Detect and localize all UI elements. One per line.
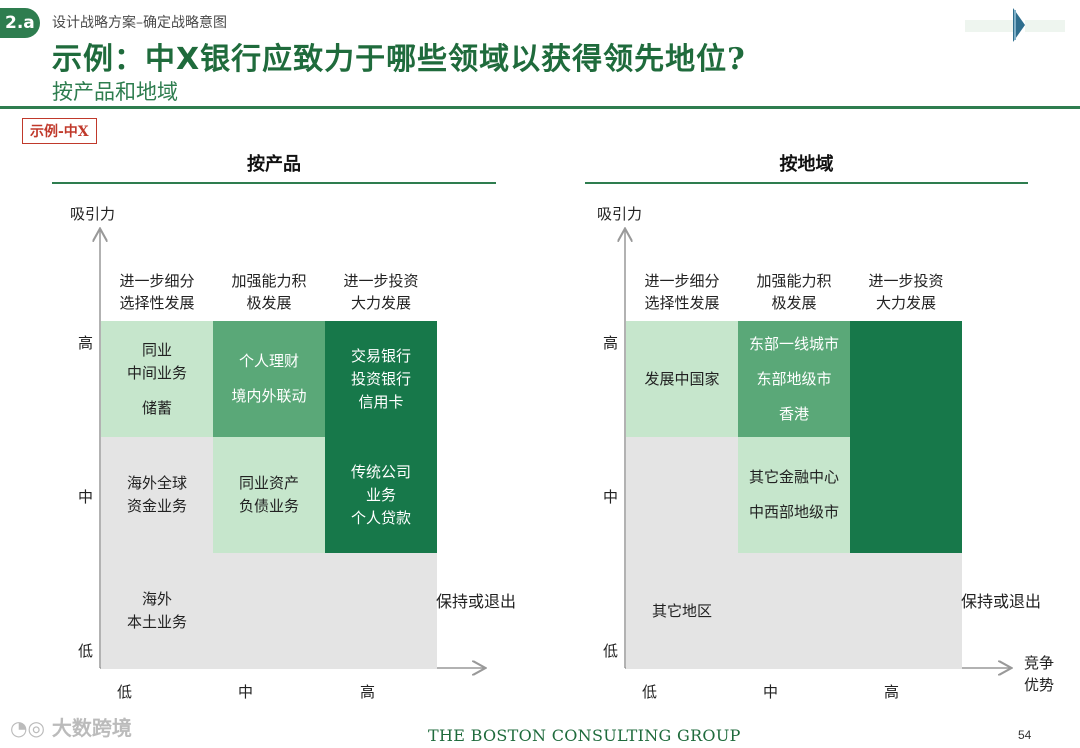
hold-or-exit-label-product: 保持或退出 (436, 592, 517, 611)
y-level-mid-region: 中 (603, 488, 619, 506)
y-level-low-product: 低 (78, 642, 94, 660)
header-divider (0, 106, 1080, 109)
col-head-product-2: 进一步投资 大力发展 (343, 272, 419, 312)
x-level-high-product: 高 (360, 683, 376, 701)
cell-product-mid-high: 传统公司业务个人贷款 (325, 437, 437, 553)
cell-product-low-mid (213, 553, 325, 669)
cell-text: 海外 (141, 590, 172, 608)
breadcrumb: 设计战略方案–确定战略意图 (52, 15, 227, 31)
cell-text: 同业资产 (238, 474, 299, 492)
title-suffix: 银行应致力于哪些领域以获得领先地位? (200, 42, 746, 77)
col-head-region-0: 进一步细分 选择性发展 (644, 272, 720, 312)
watermark: ◔◎ 大数跨境 (10, 716, 132, 740)
cell-region-low-high (850, 553, 962, 669)
cell-text: 中西部地级市 (748, 503, 839, 521)
cell-region-mid-mid: 其它金融中心 中西部地级市 (738, 437, 850, 553)
col-head-product-1: 加强能力积 极发展 (231, 272, 307, 312)
cell-region-mid-high (850, 437, 962, 553)
cell-text: 其它金融中心 (748, 468, 839, 486)
cell-region-low-mid (738, 553, 850, 669)
cell-region-low-low: 其它地区 (626, 553, 738, 669)
cell-text: 香港 (778, 404, 809, 423)
cell-text: 投资银行 (350, 369, 411, 388)
page-title: 示例：中X银行应致力于哪些领域以获得领先地位? (52, 34, 746, 78)
cell-text: 负债业务 (238, 497, 299, 515)
cell-region-high-mid: 东部一线城市 东部地级市香港 (738, 321, 850, 437)
cell-product-mid-low: 海外全球 资金业务 (101, 437, 213, 553)
panel-title-product: 按产品 (247, 154, 301, 175)
cell-text: 东部一线城市 (748, 334, 839, 353)
section-badge: 2.a (0, 8, 40, 38)
page-number: 54 (1018, 728, 1032, 742)
y-axis-label-region: 吸引力 (597, 205, 643, 223)
panel-divider-region (585, 182, 1028, 184)
cell-text: 业务 (365, 485, 396, 504)
company-name: THE BOSTON CONSULTING GROUP (428, 726, 741, 745)
y-level-low-region: 低 (603, 642, 619, 660)
panel-divider-product (52, 182, 496, 184)
col-head-product-0: 进一步细分 选择性发展 (119, 272, 195, 312)
y-level-high-product: 高 (78, 334, 94, 352)
col-head-region-2: 进一步投资 大力发展 (868, 272, 944, 312)
title-x: X (176, 42, 201, 77)
cell-text: 传统公司 (350, 462, 411, 481)
cell-product-high-mid: 个人理财 境内外联动 (213, 321, 325, 437)
cell-region-high-high (850, 321, 962, 437)
x-level-mid-region: 中 (763, 683, 779, 701)
cell-region-mid-low (626, 437, 738, 553)
cell-text: 海外全球 (126, 474, 187, 492)
page-subtitle: 按产品和地域 (52, 80, 178, 104)
x-level-low-region: 低 (642, 683, 658, 701)
y-level-mid-product: 中 (78, 488, 94, 506)
x-axis-label-region: 竞争 优势 (1024, 654, 1055, 694)
cell-text: 同业 (141, 340, 172, 359)
cell-text: 储蓄 (141, 398, 172, 417)
cell-text: 东部地级市 (756, 369, 832, 388)
cell-text: 资金业务 (126, 497, 187, 515)
cell-product-low-low: 海外 本土业务 (101, 553, 213, 669)
cell-product-mid-mid: 同业资产 负债业务 (213, 437, 325, 553)
cell-product-high-high: 交易银行投资银行信用卡 (325, 321, 437, 437)
col-head-region-1: 加强能力积 极发展 (756, 272, 832, 312)
cell-text: 交易银行 (350, 346, 411, 365)
cell-text: 个人贷款 (350, 508, 411, 527)
cell-text: 个人理财 (238, 352, 299, 370)
x-level-low-product: 低 (117, 683, 133, 701)
cell-text: 本土业务 (126, 613, 187, 631)
x-level-mid-product: 中 (238, 683, 254, 701)
cell-product-high-low: 同业 中间业务 储蓄 (101, 321, 213, 437)
cell-region-high-low: 发展中国家 (626, 321, 738, 437)
y-level-high-region: 高 (603, 334, 619, 352)
panel-title-region: 按地域 (779, 154, 834, 175)
cell-product-low-high (325, 553, 437, 669)
x-level-high-region: 高 (884, 683, 900, 701)
watermark-icon: ◔◎ (10, 716, 52, 740)
bcg-arrow-icon (965, 8, 1065, 42)
cell-text: 发展中国家 (644, 369, 720, 388)
title-prefix: 示例：中 (52, 42, 176, 77)
cell-text: 信用卡 (358, 392, 404, 411)
y-axis-label-product: 吸引力 (70, 205, 116, 223)
example-tag: 示例-中X (22, 118, 97, 144)
cell-text: 境内外联动 (231, 387, 307, 405)
cell-text: 其它地区 (651, 601, 712, 620)
hold-or-exit-label-region: 保持或退出 (961, 592, 1042, 611)
cell-text: 中间业务 (126, 363, 187, 382)
